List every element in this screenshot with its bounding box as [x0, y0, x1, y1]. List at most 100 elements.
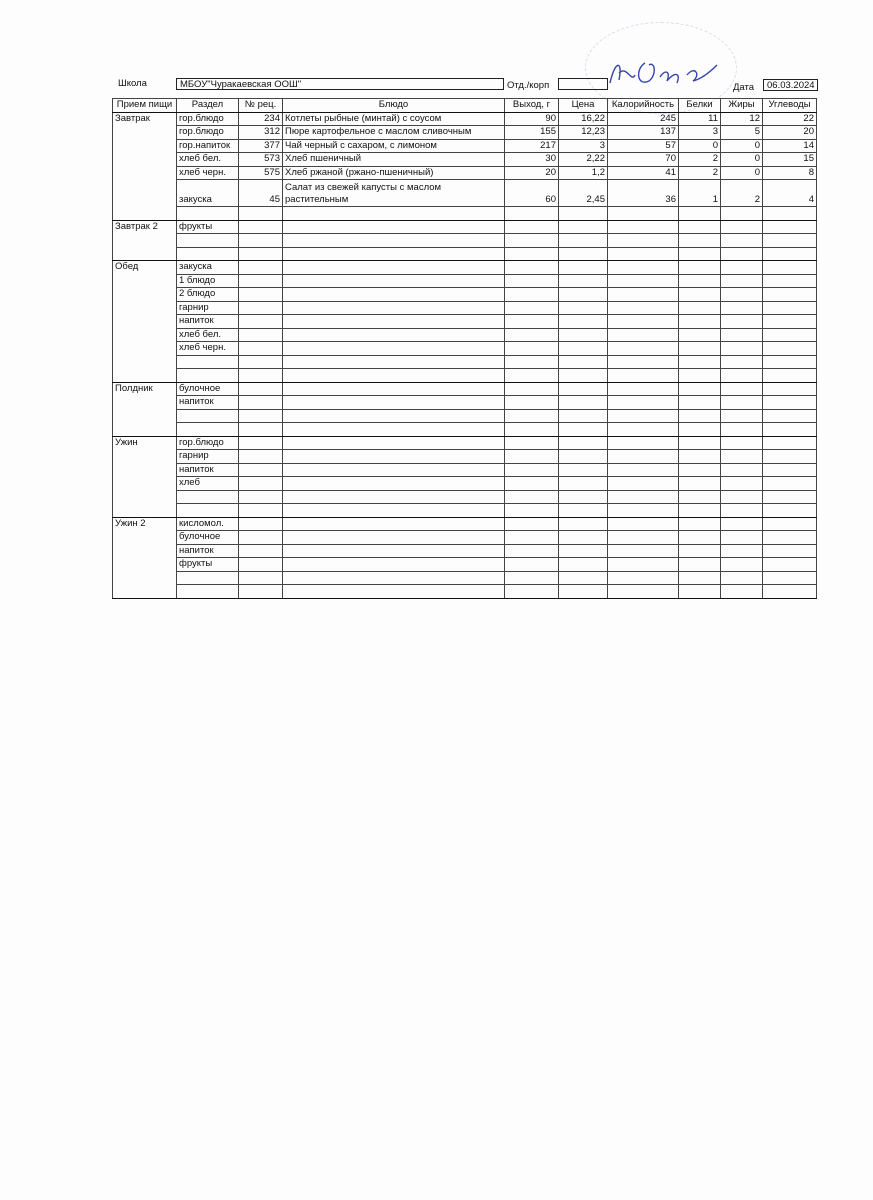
table-cell	[607, 327, 679, 342]
table-cell	[176, 503, 239, 518]
table-row	[113, 206, 817, 221]
school-field: МБОУ"Чуракаевская ООШ"	[176, 78, 504, 90]
table-cell	[176, 206, 239, 221]
table-cell	[504, 530, 559, 545]
table-row: гор.напиток 377 Чай черный с сахаром, с ли…	[113, 138, 817, 153]
table-cell	[558, 395, 608, 410]
table-cell: напиток	[176, 395, 239, 410]
table-cell: 155	[504, 125, 559, 140]
table-row	[113, 354, 817, 369]
table-cell	[282, 260, 505, 275]
table-cell: 377	[238, 138, 283, 153]
table-cell	[558, 368, 608, 383]
table-cell	[607, 395, 679, 410]
table-cell	[720, 354, 763, 369]
table-cell	[238, 435, 283, 450]
table-cell	[720, 476, 763, 491]
table-cell	[504, 219, 559, 234]
table-cell	[504, 327, 559, 342]
table-cell	[282, 570, 505, 585]
table-cell	[720, 314, 763, 329]
table-cell	[504, 246, 559, 261]
table-cell	[720, 260, 763, 275]
column-header: Жиры	[720, 98, 763, 113]
table-cell	[762, 260, 817, 275]
table-cell	[504, 449, 559, 464]
table-cell	[678, 206, 721, 221]
table-cell	[282, 246, 505, 261]
table-row	[113, 246, 817, 261]
table-cell: 2	[678, 152, 721, 167]
table-cell: 5	[720, 125, 763, 140]
table-cell	[607, 422, 679, 437]
table-cell	[282, 327, 505, 342]
table-cell	[762, 476, 817, 491]
table-cell	[558, 516, 608, 531]
table-row	[113, 408, 817, 423]
table-cell	[558, 557, 608, 572]
table-cell: 2 блюдо	[176, 287, 239, 302]
table-cell	[282, 354, 505, 369]
table-cell	[678, 300, 721, 315]
table-row: хлеб черн. 575 Хлеб ржаной (ржано-пшеничны…	[113, 165, 817, 180]
meal-name: Завтрак	[112, 111, 177, 221]
table-cell	[504, 557, 559, 572]
table-cell: 1 блюдо	[176, 273, 239, 288]
table-cell	[762, 273, 817, 288]
table-row: 1 блюдо	[113, 273, 817, 288]
table-cell	[558, 422, 608, 437]
table-cell: 1	[678, 179, 721, 207]
table-cell: Хлеб ржаной (ржано-пшеничный)	[282, 165, 505, 180]
table-cell	[282, 219, 505, 234]
table-cell	[678, 516, 721, 531]
table-cell	[238, 503, 283, 518]
table-cell	[607, 476, 679, 491]
table-cell	[282, 368, 505, 383]
table-cell	[504, 395, 559, 410]
table-cell	[504, 368, 559, 383]
table-row: гарнир	[113, 449, 817, 464]
table-cell	[678, 246, 721, 261]
table-cell	[607, 584, 679, 599]
table-cell	[607, 381, 679, 396]
table-cell: 2	[720, 179, 763, 207]
table-cell: 20	[762, 125, 817, 140]
table-cell	[762, 341, 817, 356]
table-row: напиток	[113, 395, 817, 410]
table-cell	[762, 557, 817, 572]
table-cell: 90	[504, 111, 559, 126]
table-cell	[678, 233, 721, 248]
table-cell	[504, 435, 559, 450]
table-cell: 217	[504, 138, 559, 153]
table-cell: фрукты	[176, 557, 239, 572]
table-cell	[720, 246, 763, 261]
table-cell	[504, 489, 559, 504]
table-cell	[238, 314, 283, 329]
table-cell: 2	[678, 165, 721, 180]
table-cell	[558, 327, 608, 342]
table-cell	[504, 584, 559, 599]
table-cell: 0	[720, 152, 763, 167]
table-cell: 57	[607, 138, 679, 153]
table-cell	[607, 314, 679, 329]
column-header: Углеводы	[762, 98, 817, 113]
table-row	[113, 570, 817, 585]
table-cell	[720, 408, 763, 423]
table-cell	[607, 354, 679, 369]
table-cell	[678, 557, 721, 572]
table-cell	[607, 516, 679, 531]
table-row: Завтрак 2 фрукты	[112, 219, 817, 261]
meal-name: Ужин	[112, 435, 177, 518]
table-cell	[238, 584, 283, 599]
table-cell	[282, 314, 505, 329]
table-cell	[176, 368, 239, 383]
table-cell	[558, 341, 608, 356]
table-cell	[720, 341, 763, 356]
table-cell: 245	[607, 111, 679, 126]
table-cell: 2,22	[558, 152, 608, 167]
column-header: Блюдо	[282, 98, 505, 113]
table-cell	[762, 462, 817, 477]
table-row: Обед закуска	[112, 260, 817, 383]
table-cell	[720, 233, 763, 248]
